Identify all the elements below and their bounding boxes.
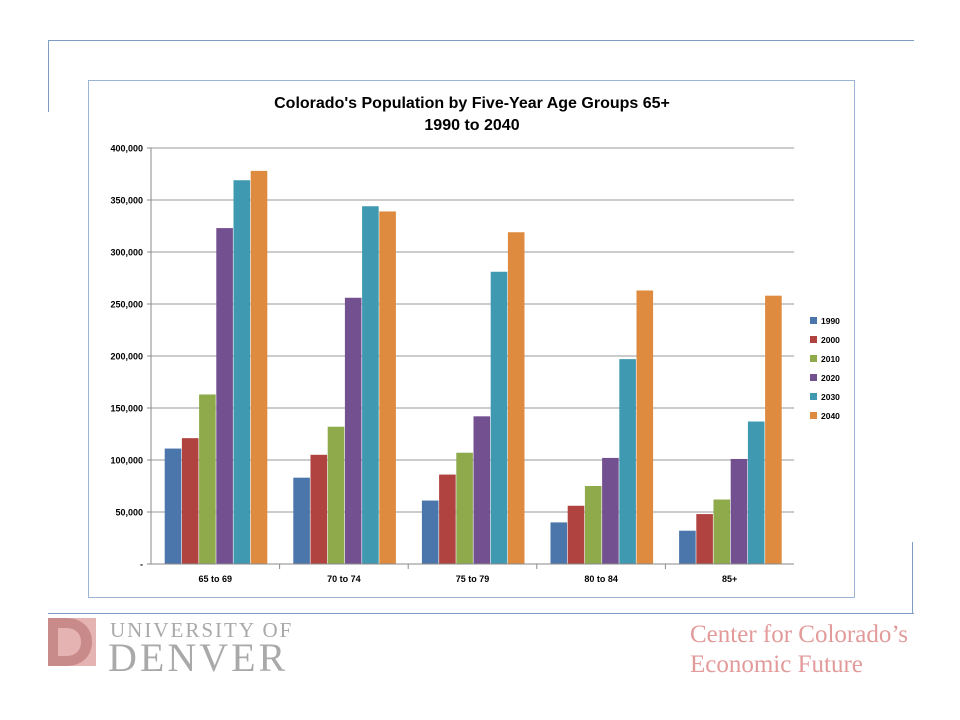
bar-1990-2 — [421, 500, 439, 564]
bar-2030-0 — [233, 180, 251, 564]
chart-subtitle: 1990 to 2040 — [424, 117, 519, 134]
bar-1990-0 — [164, 448, 182, 564]
bar-2020-4 — [730, 458, 748, 564]
university-line1: UNIVERSITY OF — [110, 618, 294, 642]
center-line2: Economic Future — [689, 651, 863, 678]
bar-2020-2 — [473, 416, 491, 564]
legend-swatch-2000 — [810, 336, 817, 343]
chart-title: Colorado's Population by Five-Year Age G… — [274, 95, 670, 112]
x-tick-label: 85+ — [722, 574, 737, 584]
bar-2000-3 — [567, 505, 585, 564]
chart-container: Colorado's Population by Five-Year Age G… — [88, 80, 855, 598]
bar-2030-2 — [490, 271, 508, 564]
bar-2040-3 — [636, 290, 654, 564]
legend-swatch-2040 — [810, 412, 817, 419]
bar-1990-1 — [293, 477, 310, 564]
y-tick-label: 50,000 — [115, 508, 143, 518]
bar-2040-4 — [765, 295, 782, 564]
bar-2010-4 — [713, 499, 731, 564]
bar-2010-1 — [327, 426, 345, 564]
bar-2010-2 — [456, 452, 473, 564]
y-tick-label: 300,000 — [110, 248, 143, 258]
x-tick-label: 75 to 79 — [456, 574, 490, 584]
x-tick-label: 70 to 74 — [327, 574, 361, 584]
legend-label-1990: 1990 — [821, 316, 840, 326]
y-tick-label: 250,000 — [110, 300, 143, 310]
bar-2020-0 — [216, 228, 233, 564]
bar-2030-3 — [619, 359, 636, 564]
x-tick-label: 65 to 69 — [199, 574, 233, 584]
legend-label-2000: 2000 — [821, 335, 840, 345]
y-tick-label: 400,000 — [110, 144, 143, 154]
y-tick-label: - — [140, 560, 143, 570]
frame-top-line — [48, 40, 914, 41]
bar-2030-4 — [747, 421, 765, 564]
bar-2030-1 — [362, 206, 379, 564]
bar-2000-1 — [310, 454, 328, 564]
bar-1990-3 — [550, 522, 568, 564]
legend-swatch-2010 — [810, 355, 817, 362]
bar-2000-4 — [696, 514, 713, 564]
y-tick-label: 350,000 — [110, 196, 143, 206]
bar-2040-0 — [250, 170, 268, 564]
bar-chart: Colorado's Population by Five-Year Age G… — [110, 95, 840, 584]
x-tick-label: 80 to 84 — [584, 574, 618, 584]
du-shield-icon — [48, 618, 96, 666]
frame-right-line — [912, 542, 913, 614]
y-tick-label: 150,000 — [110, 404, 143, 414]
bar-1990-4 — [679, 530, 696, 564]
bar-2000-0 — [181, 438, 199, 564]
center-logo-block: Center for Colorado’s Economic Future — [690, 620, 908, 680]
center-line1: Center for Colorado’s — [689, 621, 908, 648]
y-tick-label: 200,000 — [110, 352, 143, 362]
legend-label-2040: 2040 — [821, 411, 840, 421]
frame-left-line — [48, 40, 49, 112]
bar-2040-1 — [379, 211, 396, 564]
bar-2010-0 — [199, 394, 216, 564]
bar-2020-1 — [344, 297, 362, 564]
legend-swatch-1990 — [810, 317, 817, 324]
y-tick-label: 100,000 — [110, 456, 143, 466]
legend-label-2020: 2020 — [821, 373, 840, 383]
university-line2: DENVER — [108, 635, 289, 680]
bar-2020-3 — [602, 457, 619, 564]
legend-swatch-2020 — [810, 374, 817, 381]
bar-2040-2 — [507, 232, 525, 565]
legend-swatch-2030 — [810, 393, 817, 400]
legend-label-2030: 2030 — [821, 392, 840, 402]
bar-2010-3 — [584, 486, 602, 564]
bar-2000-2 — [439, 474, 456, 564]
legend-label-2010: 2010 — [821, 354, 840, 364]
frame-bottom-line — [48, 613, 914, 614]
